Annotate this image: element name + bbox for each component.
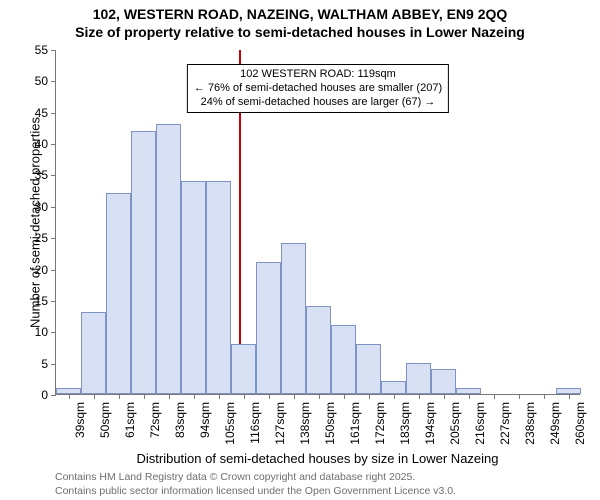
bar	[331, 325, 356, 394]
bar	[381, 381, 406, 394]
x-tick-label: 116sqm	[248, 402, 262, 444]
bar	[131, 131, 156, 394]
x-tick	[394, 394, 395, 399]
x-tick-label: 194sqm	[423, 402, 437, 445]
x-tick-label: 94sqm	[198, 402, 212, 438]
title-line-1: 102, WESTERN ROAD, NAZEING, WALTHAM ABBE…	[0, 6, 600, 22]
y-tick-label: 50	[35, 74, 48, 88]
x-tick	[94, 394, 95, 399]
y-tick-label: 30	[35, 200, 48, 214]
x-tick	[294, 394, 295, 399]
y-tick	[51, 144, 56, 145]
x-tick-label: 161sqm	[348, 402, 362, 445]
x-tick	[419, 394, 420, 399]
x-tick	[569, 394, 570, 399]
y-tick-label: 40	[35, 137, 48, 151]
x-tick-label: 216sqm	[473, 402, 487, 445]
bar	[406, 363, 431, 394]
bar	[431, 369, 456, 394]
y-tick	[51, 270, 56, 271]
x-tick	[444, 394, 445, 399]
bar	[356, 344, 381, 394]
x-tick	[519, 394, 520, 399]
x-axis-label: Distribution of semi-detached houses by …	[55, 451, 580, 466]
y-tick-label: 20	[35, 263, 48, 277]
x-tick-label: 61sqm	[123, 402, 137, 438]
annotation-line-2: ← 76% of semi-detached houses are smalle…	[194, 82, 442, 96]
x-tick-label: 50sqm	[98, 402, 112, 438]
y-tick	[51, 113, 56, 114]
y-tick	[51, 207, 56, 208]
x-tick	[269, 394, 270, 399]
x-tick	[219, 394, 220, 399]
y-tick	[51, 175, 56, 176]
footer-text: Contains HM Land Registry data © Crown c…	[55, 471, 456, 498]
y-tick	[51, 364, 56, 365]
x-tick	[544, 394, 545, 399]
x-tick	[369, 394, 370, 399]
x-tick-label: 105sqm	[223, 402, 237, 445]
x-tick	[169, 394, 170, 399]
plot-area: 102 WESTERN ROAD: 119sqm ← 76% of semi-d…	[55, 50, 580, 395]
x-tick-label: 249sqm	[548, 402, 562, 445]
y-tick-label: 0	[41, 388, 48, 402]
x-tick-label: 150sqm	[323, 402, 337, 445]
y-tick-label: 35	[35, 168, 48, 182]
x-tick	[69, 394, 70, 399]
y-tick	[51, 395, 56, 396]
bar	[281, 243, 306, 394]
y-tick	[51, 301, 56, 302]
bar	[156, 124, 181, 394]
x-tick-label: 227sqm	[498, 402, 512, 445]
bar	[81, 312, 106, 394]
y-tick-label: 45	[35, 106, 48, 120]
bar	[206, 181, 231, 394]
title-line-2: Size of property relative to semi-detach…	[0, 24, 600, 40]
x-tick-label: 72sqm	[148, 402, 162, 438]
x-tick	[494, 394, 495, 399]
annotation-line-1: 102 WESTERN ROAD: 119sqm	[194, 68, 442, 82]
y-axis-label: Number of semi-detached properties	[28, 92, 43, 352]
x-tick	[194, 394, 195, 399]
y-tick-label: 25	[35, 231, 48, 245]
x-tick-label: 238sqm	[523, 402, 537, 445]
x-tick-label: 127sqm	[273, 402, 287, 445]
annotation-line-3: 24% of semi-detached houses are larger (…	[194, 96, 442, 110]
y-tick	[51, 332, 56, 333]
bar	[106, 193, 131, 394]
x-tick	[319, 394, 320, 399]
x-tick-label: 260sqm	[573, 402, 587, 445]
x-tick-label: 39sqm	[73, 402, 87, 438]
x-tick-label: 205sqm	[448, 402, 462, 445]
y-tick-label: 55	[35, 43, 48, 57]
y-tick-label: 10	[35, 325, 48, 339]
x-tick	[469, 394, 470, 399]
x-tick	[244, 394, 245, 399]
y-tick-label: 15	[35, 294, 48, 308]
bar	[256, 262, 281, 394]
x-tick-label: 138sqm	[298, 402, 312, 445]
x-tick	[344, 394, 345, 399]
chart-container: 102, WESTERN ROAD, NAZEING, WALTHAM ABBE…	[0, 0, 600, 500]
y-tick-label: 5	[41, 357, 48, 371]
x-tick-label: 172sqm	[373, 402, 387, 445]
x-tick-label: 183sqm	[398, 402, 412, 445]
x-tick	[119, 394, 120, 399]
x-tick-label: 83sqm	[173, 402, 187, 438]
y-tick	[51, 81, 56, 82]
footer-line-2: Contains public sector information licen…	[55, 485, 456, 499]
footer-line-1: Contains HM Land Registry data © Crown c…	[55, 471, 456, 485]
bar	[306, 306, 331, 394]
bar	[231, 344, 256, 394]
annotation-box: 102 WESTERN ROAD: 119sqm ← 76% of semi-d…	[187, 64, 449, 113]
bar	[181, 181, 206, 394]
y-tick	[51, 50, 56, 51]
y-tick	[51, 238, 56, 239]
x-tick	[144, 394, 145, 399]
